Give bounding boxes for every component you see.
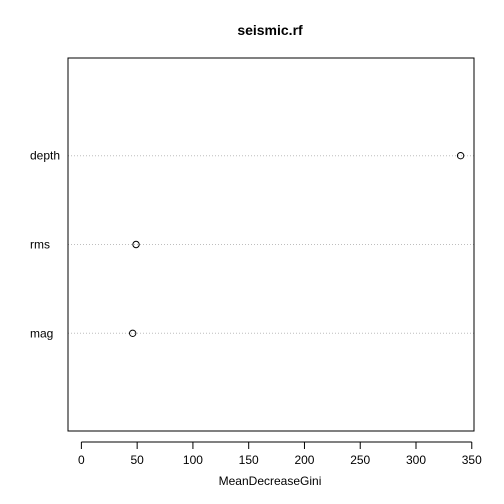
category-labels: depth rms mag <box>30 149 60 341</box>
x-tick-label-50: 50 <box>130 453 144 467</box>
plot-frame <box>67 57 475 432</box>
category-label-rms: rms <box>30 238 50 252</box>
x-tick-label-100: 100 <box>183 453 203 467</box>
chart-title: seismic.rf <box>237 22 303 38</box>
data-points <box>128 151 465 338</box>
data-point-rms <box>132 240 140 249</box>
x-tick-label-0: 0 <box>78 453 85 467</box>
category-label-mag: mag <box>30 326 53 340</box>
x-tick-label-350: 350 <box>462 453 482 467</box>
x-tick-label-200: 200 <box>294 453 314 467</box>
x-tick-label-300: 300 <box>406 453 426 467</box>
x-tick-label-250: 250 <box>350 453 370 467</box>
data-point-depth <box>456 151 465 160</box>
category-label-depth: depth <box>30 149 60 163</box>
x-axis-label: MeanDecreaseGini <box>219 474 322 488</box>
data-point-mag <box>128 329 137 338</box>
grid-lines <box>68 155 474 334</box>
x-axis: 0 50 100 150 200 250 300 350 <box>78 441 482 467</box>
x-tick-label-150: 150 <box>239 453 259 467</box>
